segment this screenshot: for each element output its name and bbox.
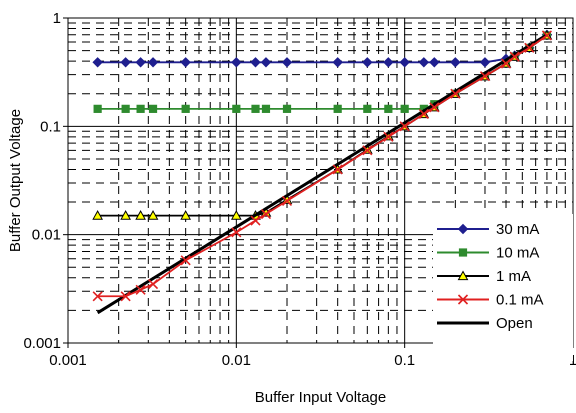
data-point <box>121 104 130 113</box>
data-point <box>120 291 131 302</box>
data-point <box>332 164 343 175</box>
x-tick-label: 0.1 <box>394 352 415 369</box>
x-tick-label: 0.001 <box>49 352 87 369</box>
legend-label: 0.1 mA <box>496 292 544 309</box>
data-point <box>383 57 394 68</box>
legend-item: 10 mA <box>437 245 539 262</box>
data-point <box>400 104 409 113</box>
data-point <box>148 104 158 113</box>
data-point <box>92 57 103 68</box>
data-point <box>450 88 461 99</box>
legend-label: Open <box>496 315 533 332</box>
data-point <box>399 57 410 68</box>
data-point <box>362 145 373 156</box>
data-point <box>332 57 343 68</box>
data-point <box>524 42 535 53</box>
data-point <box>383 131 394 142</box>
data-point <box>181 104 190 113</box>
data-point <box>147 57 159 68</box>
y-tick-label: 0.1 <box>40 118 61 135</box>
data-point <box>260 57 272 68</box>
data-point <box>541 30 552 41</box>
data-point <box>399 121 410 132</box>
x-tick-label: 0.01 <box>222 352 251 369</box>
data-point <box>363 104 372 113</box>
series-layer <box>92 29 553 315</box>
series-open <box>96 33 548 315</box>
data-point <box>450 57 461 68</box>
data-point <box>429 57 440 68</box>
data-point <box>281 57 293 68</box>
data-point <box>92 291 103 302</box>
data-point <box>136 104 145 113</box>
data-point <box>429 102 440 113</box>
series-0-1-ma <box>92 30 552 302</box>
data-point <box>147 278 159 290</box>
data-point <box>180 57 191 68</box>
data-point <box>93 104 102 113</box>
legend-item: Open <box>437 315 533 332</box>
y-axis-ticks: 0.001 0.01 0.1 1 <box>23 10 68 352</box>
data-point <box>231 57 242 68</box>
data-point <box>479 57 491 68</box>
legend-swatch-marker <box>457 294 469 305</box>
data-point <box>250 215 261 226</box>
data-point <box>120 210 131 220</box>
data-point <box>282 104 292 113</box>
data-point <box>147 210 159 220</box>
data-point <box>362 57 373 68</box>
data-point <box>135 284 146 295</box>
legend-swatch-marker <box>457 270 469 281</box>
data-point <box>261 104 271 113</box>
data-point <box>180 210 192 220</box>
data-point <box>232 104 241 113</box>
y-tick-label: 1 <box>53 10 61 27</box>
y-axis-title: Buffer Output Voltage <box>7 109 24 252</box>
y-tick-label: 0.001 <box>23 335 61 352</box>
data-point <box>500 58 512 69</box>
data-point <box>180 255 191 266</box>
data-point <box>479 71 491 82</box>
x-axis-title: Buffer Input Voltage <box>255 389 387 406</box>
legend-label: 1 mA <box>496 268 531 285</box>
legend-swatch-marker <box>457 223 469 235</box>
data-point <box>120 57 131 68</box>
data-point <box>250 57 261 68</box>
plot-border <box>67 17 574 344</box>
data-point <box>251 104 260 113</box>
legend-item: 0.1 mA <box>437 292 544 309</box>
legend-label: 30 mA <box>496 221 539 238</box>
data-point <box>418 57 430 68</box>
legend-item: 1 mA <box>437 268 531 285</box>
legend: 30 mA 10 mA 1 mA 0.1 mA Open <box>433 214 573 361</box>
data-point <box>418 108 429 120</box>
data-point <box>509 51 520 62</box>
data-point <box>92 210 103 220</box>
data-point <box>231 227 242 238</box>
data-point <box>135 57 146 68</box>
series-line <box>96 33 548 315</box>
data-point <box>135 210 146 220</box>
legend-swatch-marker <box>458 248 468 257</box>
data-point <box>260 208 272 220</box>
legend-box <box>433 214 573 361</box>
data-point <box>333 104 342 113</box>
data-point <box>230 210 242 220</box>
data-point <box>384 104 393 113</box>
y-tick-label: 0.01 <box>32 227 61 244</box>
data-point <box>281 195 293 206</box>
legend-label: 10 mA <box>496 245 539 262</box>
legend-item: 30 mA <box>437 221 539 238</box>
